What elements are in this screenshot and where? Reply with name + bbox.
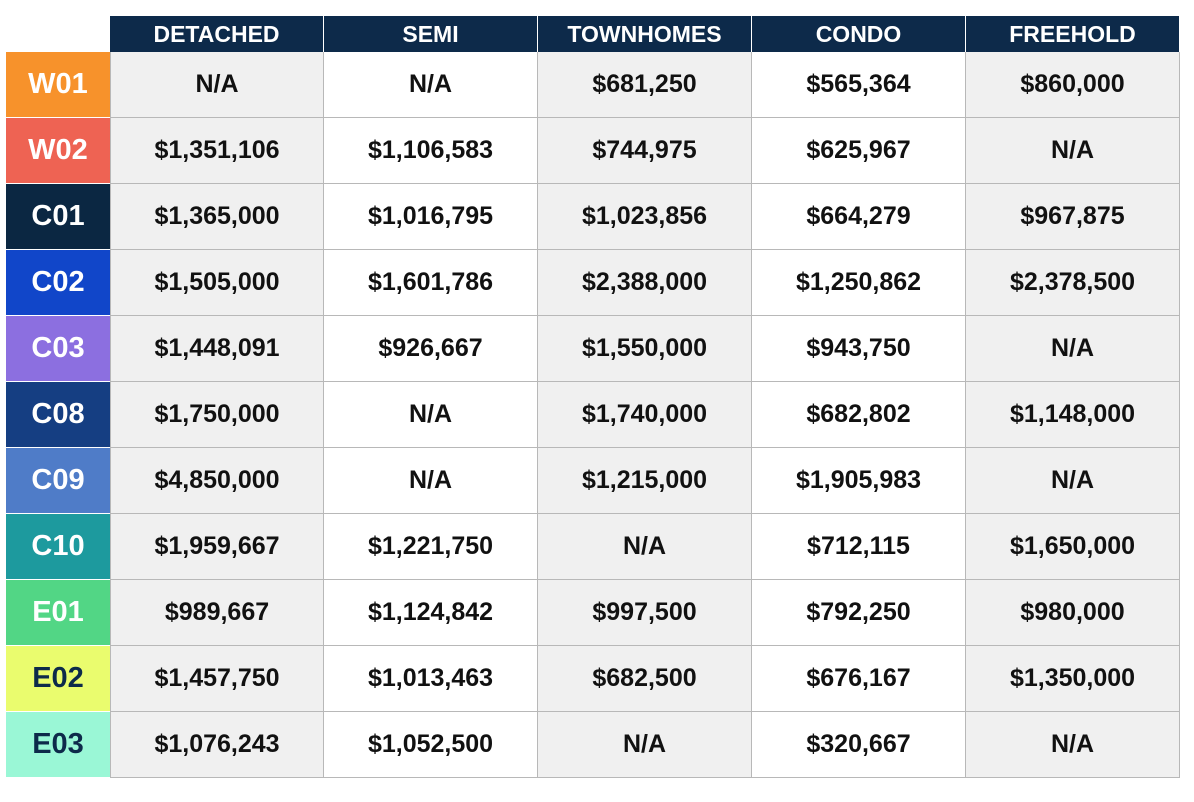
- row-label-c09: C09: [6, 448, 110, 514]
- table-cell: $676,167: [752, 646, 966, 712]
- table-cell: $744,975: [538, 118, 752, 184]
- column-header-townhomes: TOWNHOMES: [538, 16, 752, 52]
- table-cell: $1,550,000: [538, 316, 752, 382]
- table-cell: $681,250: [538, 52, 752, 118]
- table-cell: N/A: [966, 316, 1180, 382]
- table-cell: $565,364: [752, 52, 966, 118]
- price-table: DETACHED SEMI TOWNHOMES CONDO FREEHOLD W…: [0, 0, 1180, 778]
- table-cell: $1,740,000: [538, 382, 752, 448]
- table-cell: $1,221,750: [324, 514, 538, 580]
- table-cell: $4,850,000: [110, 448, 324, 514]
- table-cell: N/A: [324, 52, 538, 118]
- table-cell: N/A: [966, 118, 1180, 184]
- row-label-w01: W01: [6, 52, 110, 118]
- table-cell: $712,115: [752, 514, 966, 580]
- row-label-w02: W02: [6, 118, 110, 184]
- table-cell: N/A: [538, 514, 752, 580]
- row-label-c02: C02: [6, 250, 110, 316]
- row-label-c01: C01: [6, 184, 110, 250]
- table-cell: N/A: [538, 712, 752, 778]
- table-corner: [0, 0, 110, 52]
- table-cell: $1,148,000: [966, 382, 1180, 448]
- table-cell: $1,052,500: [324, 712, 538, 778]
- table-cell: $926,667: [324, 316, 538, 382]
- table-cell: $989,667: [110, 580, 324, 646]
- row-label-c03: C03: [6, 316, 110, 382]
- table-cell: $1,601,786: [324, 250, 538, 316]
- row-label-c08: C08: [6, 382, 110, 448]
- table-cell: $1,124,842: [324, 580, 538, 646]
- table-cell: $997,500: [538, 580, 752, 646]
- table-cell: N/A: [324, 382, 538, 448]
- table-cell: $1,076,243: [110, 712, 324, 778]
- column-header-semi: SEMI: [324, 16, 538, 52]
- table-cell: N/A: [110, 52, 324, 118]
- table-cell: $1,750,000: [110, 382, 324, 448]
- table-cell: $2,388,000: [538, 250, 752, 316]
- table-cell: $2,378,500: [966, 250, 1180, 316]
- row-label-c10: C10: [6, 514, 110, 580]
- table-cell: $1,505,000: [110, 250, 324, 316]
- table-cell: $1,013,463: [324, 646, 538, 712]
- table-cell: $1,250,862: [752, 250, 966, 316]
- table-cell: $980,000: [966, 580, 1180, 646]
- table-cell: $1,959,667: [110, 514, 324, 580]
- table-cell: $860,000: [966, 52, 1180, 118]
- table-cell: $792,250: [752, 580, 966, 646]
- table-cell: $682,500: [538, 646, 752, 712]
- table-cell: $1,016,795: [324, 184, 538, 250]
- table-cell: $682,802: [752, 382, 966, 448]
- table-cell: $1,457,750: [110, 646, 324, 712]
- table-cell: $1,650,000: [966, 514, 1180, 580]
- table-cell: $1,365,000: [110, 184, 324, 250]
- table-cell: N/A: [324, 448, 538, 514]
- table-cell: $625,967: [752, 118, 966, 184]
- table-cell: $1,448,091: [110, 316, 324, 382]
- column-header-condo: CONDO: [752, 16, 966, 52]
- table-cell: $320,667: [752, 712, 966, 778]
- table-cell: $943,750: [752, 316, 966, 382]
- row-label-e03: E03: [6, 712, 110, 778]
- table-cell: $1,350,000: [966, 646, 1180, 712]
- table-cell: $1,106,583: [324, 118, 538, 184]
- row-label-e01: E01: [6, 580, 110, 646]
- table-cell: $664,279: [752, 184, 966, 250]
- table-cell: N/A: [966, 712, 1180, 778]
- table-cell: $967,875: [966, 184, 1180, 250]
- table-cell: $1,351,106: [110, 118, 324, 184]
- table-cell: $1,023,856: [538, 184, 752, 250]
- column-header-freehold: FREEHOLD: [966, 16, 1180, 52]
- row-label-e02: E02: [6, 646, 110, 712]
- table-cell: N/A: [966, 448, 1180, 514]
- column-header-detached: DETACHED: [110, 16, 324, 52]
- table-cell: $1,215,000: [538, 448, 752, 514]
- table-cell: $1,905,983: [752, 448, 966, 514]
